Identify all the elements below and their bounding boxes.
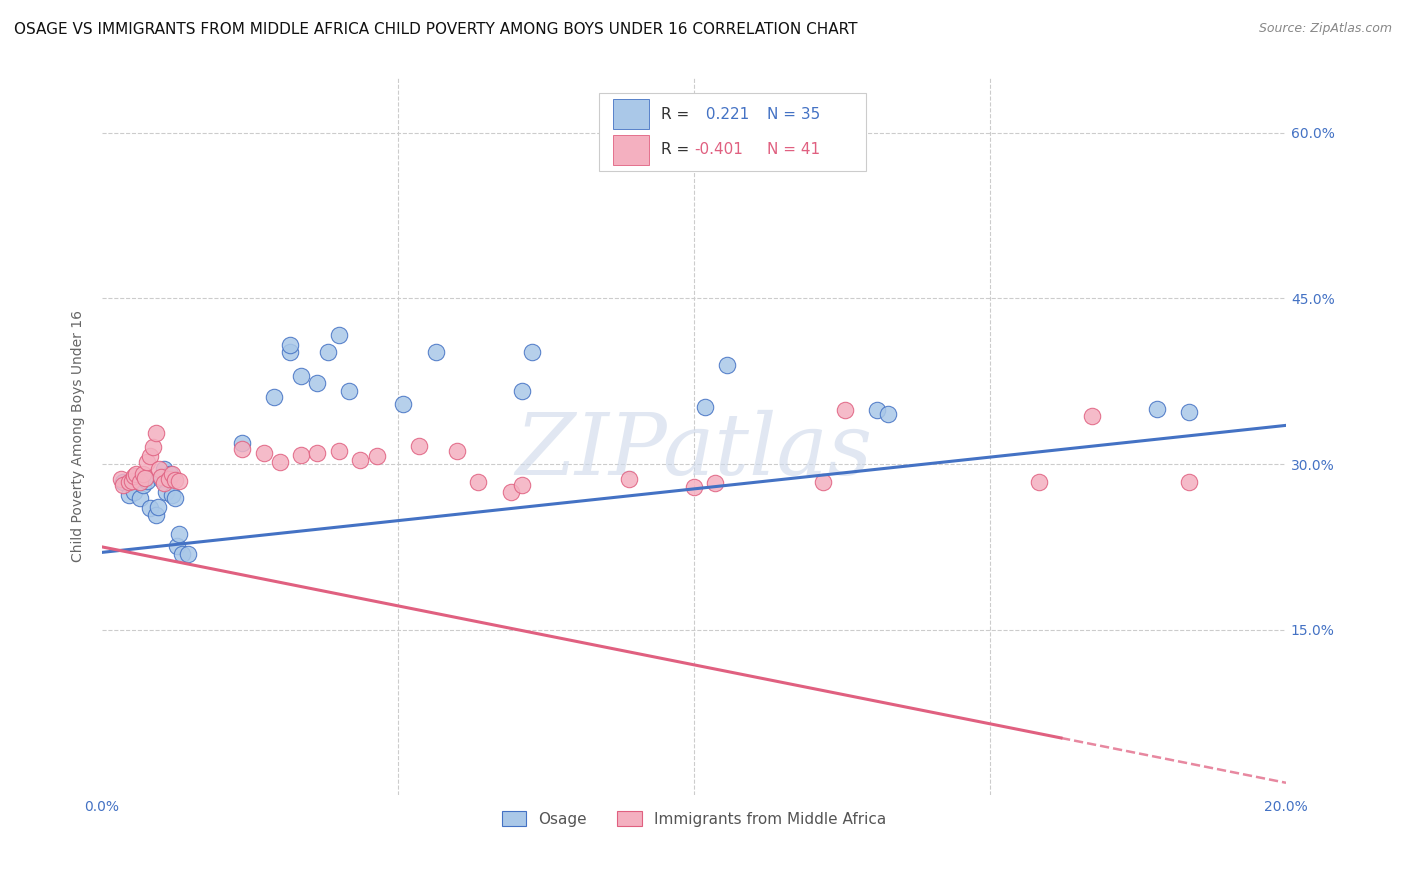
Y-axis label: Child Poverty Among Boys Under 16: Child Poverty Among Boys Under 16	[72, 310, 86, 563]
Point	[125, 467, 148, 481]
Point	[139, 449, 162, 463]
Point	[169, 474, 191, 488]
Point	[510, 384, 533, 398]
Point	[153, 476, 176, 491]
Text: ZIPatlas: ZIPatlas	[516, 409, 873, 492]
Point	[307, 376, 329, 390]
Point	[128, 491, 150, 506]
Text: OSAGE VS IMMIGRANTS FROM MIDDLE AFRICA CHILD POVERTY AMONG BOYS UNDER 16 CORRELA: OSAGE VS IMMIGRANTS FROM MIDDLE AFRICA C…	[14, 22, 858, 37]
Point	[121, 474, 143, 488]
Point	[716, 358, 738, 372]
Point	[811, 475, 834, 490]
Point	[1146, 402, 1168, 417]
Point	[112, 475, 135, 490]
Point	[177, 547, 200, 561]
Point	[704, 476, 727, 491]
Point	[150, 470, 173, 484]
Text: R =: R =	[661, 107, 695, 121]
Point	[876, 407, 898, 421]
Point	[328, 328, 350, 343]
Point	[145, 426, 167, 441]
Text: -0.401: -0.401	[695, 143, 742, 157]
Point	[160, 488, 183, 502]
Point	[159, 467, 181, 482]
Point	[619, 472, 641, 486]
Point	[269, 455, 291, 469]
Point	[135, 455, 157, 469]
Point	[366, 449, 388, 463]
Point	[132, 467, 155, 482]
Point	[231, 442, 253, 457]
Point	[834, 403, 856, 417]
Text: N = 35: N = 35	[768, 107, 821, 121]
Point	[408, 439, 430, 453]
Point	[499, 484, 522, 499]
Point	[165, 473, 187, 487]
Point	[134, 470, 156, 484]
Point	[112, 478, 135, 492]
Point	[290, 369, 312, 384]
FancyBboxPatch shape	[599, 94, 866, 170]
Point	[683, 480, 706, 494]
Point	[172, 547, 194, 561]
Point	[231, 436, 253, 450]
Point	[866, 403, 889, 417]
Point	[467, 475, 489, 490]
Point	[1178, 475, 1201, 490]
Point	[263, 390, 285, 404]
Point	[1178, 404, 1201, 418]
Text: 0.221: 0.221	[702, 107, 749, 121]
Point	[278, 344, 301, 359]
Point	[124, 484, 146, 499]
Point	[165, 491, 187, 506]
Point	[153, 462, 176, 476]
Point	[252, 446, 274, 460]
Point	[117, 488, 139, 502]
Point	[142, 441, 165, 455]
FancyBboxPatch shape	[613, 99, 650, 129]
Point	[446, 443, 468, 458]
Point	[132, 478, 155, 492]
Point	[128, 475, 150, 490]
Point	[510, 478, 533, 492]
Point	[150, 472, 173, 486]
Text: N = 41: N = 41	[768, 143, 821, 157]
Point	[157, 472, 180, 486]
Point	[392, 397, 415, 411]
Point	[349, 453, 371, 467]
Point	[693, 400, 716, 414]
Point	[145, 508, 167, 522]
Point	[522, 344, 544, 359]
Point	[148, 462, 170, 476]
Point	[124, 468, 146, 483]
Point	[117, 475, 139, 490]
Point	[160, 467, 183, 481]
Point	[1081, 409, 1104, 423]
Point	[290, 448, 312, 462]
Point	[337, 384, 360, 398]
Point	[155, 484, 177, 499]
Point	[307, 446, 329, 460]
Point	[316, 344, 339, 359]
Point	[425, 344, 447, 359]
Text: Source: ZipAtlas.com: Source: ZipAtlas.com	[1258, 22, 1392, 36]
Point	[139, 501, 162, 516]
Point	[278, 338, 301, 352]
Point	[166, 539, 188, 553]
Point	[135, 474, 157, 488]
Point	[1028, 475, 1050, 490]
Text: R =: R =	[661, 143, 695, 157]
Legend: Osage, Immigrants from Middle Africa: Osage, Immigrants from Middle Africa	[494, 803, 894, 834]
Point	[328, 443, 350, 458]
Point	[146, 500, 169, 514]
Point	[110, 472, 132, 486]
FancyBboxPatch shape	[613, 135, 650, 165]
Point	[169, 527, 191, 541]
